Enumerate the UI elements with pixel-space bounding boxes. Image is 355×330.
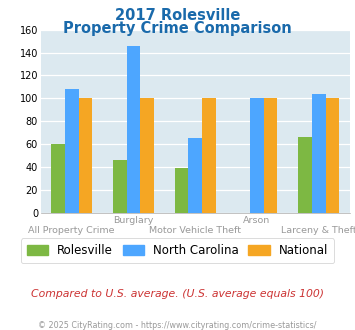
Text: © 2025 CityRating.com - https://www.cityrating.com/crime-statistics/: © 2025 CityRating.com - https://www.city…: [38, 321, 317, 330]
Bar: [78, 98, 92, 213]
Bar: [65, 89, 78, 213]
Bar: [299, 137, 312, 213]
Bar: [189, 139, 202, 213]
Text: Larceny & Theft: Larceny & Theft: [281, 226, 355, 235]
Text: Motor Vehicle Theft: Motor Vehicle Theft: [149, 226, 241, 235]
Text: Property Crime Comparison: Property Crime Comparison: [63, 21, 292, 36]
Bar: [113, 160, 127, 213]
Text: Compared to U.S. average. (U.S. average equals 100): Compared to U.S. average. (U.S. average …: [31, 289, 324, 299]
Bar: [202, 98, 215, 213]
Bar: [250, 98, 264, 213]
Bar: [264, 98, 277, 213]
Bar: [127, 46, 140, 213]
Bar: [140, 98, 154, 213]
Legend: Rolesville, North Carolina, National: Rolesville, North Carolina, National: [21, 238, 334, 263]
Text: Burglary: Burglary: [113, 216, 154, 225]
Bar: [312, 94, 326, 213]
Text: All Property Crime: All Property Crime: [28, 226, 115, 235]
Bar: [326, 98, 339, 213]
Bar: [51, 144, 65, 213]
Text: Arson: Arson: [244, 216, 271, 225]
Bar: [175, 168, 189, 213]
Text: 2017 Rolesville: 2017 Rolesville: [115, 8, 240, 23]
